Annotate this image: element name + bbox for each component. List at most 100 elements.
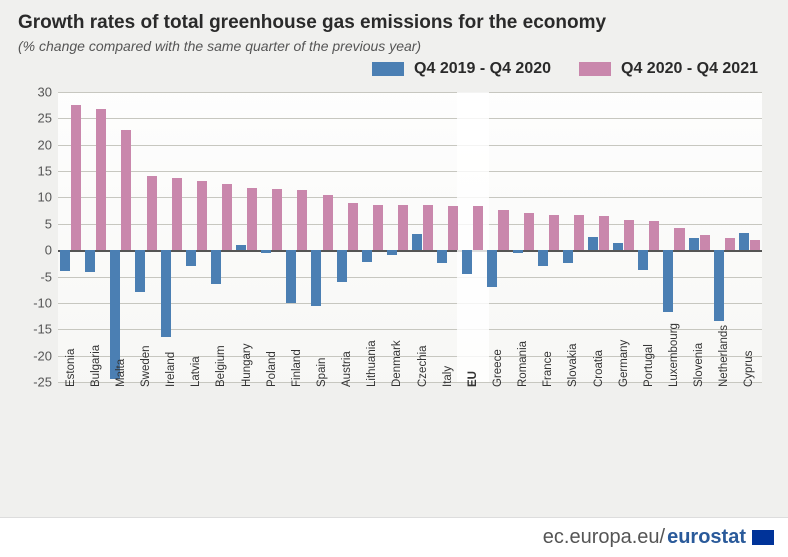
bar-s2 [725, 238, 735, 251]
bar-s1 [689, 238, 699, 251]
bar-s2 [348, 203, 358, 250]
bar-s1 [437, 250, 447, 263]
bar-s2 [473, 206, 483, 250]
category-label: Croatia [593, 350, 605, 387]
category-label: Hungary [241, 344, 253, 387]
category-label: Slovenia [693, 343, 705, 387]
category-label: EU [467, 371, 479, 387]
bar-s1 [186, 250, 196, 266]
category: Cyprus [737, 92, 762, 382]
category: Czechia [410, 92, 435, 382]
bar-s1 [613, 243, 623, 250]
category-label: Netherlands [718, 325, 730, 387]
bar-s2 [524, 213, 534, 250]
bar-s1 [286, 250, 296, 303]
category: Malta [108, 92, 133, 382]
y-tick-label: -10 [33, 295, 52, 310]
y-tick-label: 30 [38, 85, 52, 100]
bar-s2 [674, 228, 684, 250]
category-label: Luxembourg [668, 323, 680, 387]
chart-area: -25-20-15-10-5051015202530EstoniaBulgari… [58, 92, 762, 462]
bar-s2 [373, 205, 383, 250]
legend-item-series2: Q4 2020 - Q4 2021 [579, 60, 758, 78]
y-tick-label: -15 [33, 322, 52, 337]
bar-s2 [700, 235, 710, 250]
category: Luxembourg [661, 92, 686, 382]
category-label: Greece [492, 349, 504, 387]
bar-s1 [85, 250, 95, 272]
bar-s1 [487, 250, 497, 287]
bar-s2 [197, 181, 207, 251]
bar-s2 [599, 216, 609, 250]
category-label: Cyprus [743, 351, 755, 387]
category-label: Ireland [165, 352, 177, 387]
bar-s1 [387, 250, 397, 255]
bar-s2 [121, 130, 131, 250]
category: Italy [435, 92, 460, 382]
bar-s1 [714, 250, 724, 321]
bars-container: EstoniaBulgariaMaltaSwedenIrelandLatviaB… [58, 92, 762, 382]
bar-s2 [498, 210, 508, 250]
bar-s2 [323, 195, 333, 250]
category: Bulgaria [83, 92, 108, 382]
bar-s2 [574, 215, 584, 250]
category: Portugal [636, 92, 661, 382]
category: Ireland [159, 92, 184, 382]
bar-s1 [412, 234, 422, 250]
bar-s1 [135, 250, 145, 292]
category-label: Estonia [65, 349, 77, 387]
bar-s1 [311, 250, 321, 305]
category-label: Denmark [391, 340, 403, 387]
bar-s1 [538, 250, 548, 266]
bar-s2 [297, 190, 307, 250]
chart-title: Growth rates of total greenhouse gas emi… [18, 12, 606, 34]
category: Denmark [385, 92, 410, 382]
bar-s1 [462, 250, 472, 274]
bar-s1 [588, 237, 598, 250]
category: Greece [485, 92, 510, 382]
source-url-prefix: ec.europa.eu/ [543, 526, 665, 549]
legend-label-series2: Q4 2020 - Q4 2021 [621, 60, 758, 78]
y-tick-label: 25 [38, 111, 52, 126]
category-label: Portugal [643, 344, 655, 387]
bar-s2 [750, 240, 760, 251]
category-label: France [542, 351, 554, 387]
bar-s2 [549, 215, 559, 250]
category: Poland [259, 92, 284, 382]
category: Latvia [184, 92, 209, 382]
bar-s2 [448, 206, 458, 250]
category-label: Sweden [140, 345, 152, 387]
category: EU [460, 92, 485, 382]
source-url-brand: eurostat [667, 526, 746, 549]
bar-s1 [362, 250, 372, 262]
category-label: Spain [316, 358, 328, 387]
bar-s1 [161, 250, 171, 337]
bar-s2 [624, 220, 634, 251]
bar-s1 [513, 250, 523, 253]
category: Finland [284, 92, 309, 382]
y-tick-label: -25 [33, 375, 52, 390]
category: Estonia [58, 92, 83, 382]
gridline [58, 382, 762, 383]
category: Lithuania [360, 92, 385, 382]
category: Croatia [586, 92, 611, 382]
bar-s2 [222, 184, 232, 250]
category-label: Slovakia [567, 344, 579, 387]
bar-s1 [337, 250, 347, 282]
bar-s1 [663, 250, 673, 312]
category: Belgium [209, 92, 234, 382]
category-label: Austria [341, 351, 353, 387]
bar-s1 [739, 233, 749, 250]
category: France [536, 92, 561, 382]
category-label: Poland [266, 351, 278, 387]
bar-s2 [649, 221, 659, 250]
legend-swatch-series2 [579, 62, 611, 76]
category: Germany [611, 92, 636, 382]
category-label: Czechia [417, 345, 429, 387]
bar-s2 [423, 205, 433, 250]
bar-s1 [60, 250, 70, 271]
bar-s1 [211, 250, 221, 284]
bar-s1 [563, 250, 573, 263]
legend-label-series1: Q4 2019 - Q4 2020 [414, 60, 551, 78]
category: Sweden [133, 92, 158, 382]
